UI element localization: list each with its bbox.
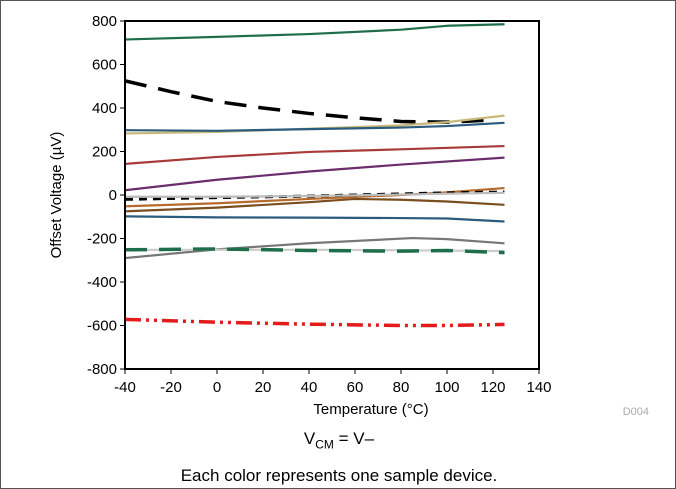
offset-voltage-chart: -40 -20 0 20 40 60 80 100 120 140-800-600-400-200… [48,13,649,418]
caption-vcm-subscript: CM [315,437,334,452]
series-line-10 [124,197,505,213]
y-tick-label: 600 [92,57,117,74]
x-tick-label: 0 [213,379,221,396]
y-tick-label: 200 [92,144,117,161]
x-axis-title: Temperature (°C) [313,401,428,418]
series-line-11 [124,215,505,223]
axis-ticks: -40 -20 0 20 40 60 80 100 120 140-800-600-400-200… [87,13,552,396]
x-tick-label: 20 [255,379,272,396]
x-tick-label: 40 [301,379,318,396]
y-axis-title: Offset Voltage (µV) [48,132,65,259]
y-tick-label: 0 [109,187,117,204]
y-tick-label: -600 [87,318,117,335]
figure-code: D004 [623,406,649,418]
series-line-12 [124,236,505,260]
y-tick-label: -800 [87,361,117,378]
series-line-3 [124,114,505,135]
x-tick-label: 80 [393,379,410,396]
y-tick-label: 800 [92,13,117,30]
plot-lines [124,23,505,328]
caption-vcm-main: V [303,429,316,448]
series-line-6 [124,156,505,192]
caption-vcm-rest: = V– [333,429,375,448]
series-line-5 [124,144,505,165]
y-tick-label: 400 [92,100,117,117]
x-tick-label: 140 [526,379,551,396]
series-line-7 [124,186,505,208]
series-line-2 [124,79,494,124]
caption-note: Each color represents one sample device. [180,466,498,485]
y-tick-label: -200 [87,231,117,248]
x-tick-label: 100 [434,379,459,396]
series-line-14 [124,247,505,255]
x-tick-label: -40 [114,379,136,396]
x-tick-label: 60 [347,379,364,396]
caption-vcm: VCM = V– [1,429,676,451]
series-line-1 [124,23,505,41]
series-line-9 [125,191,505,198]
x-tick-label: 120 [480,379,505,396]
series-line-4 [124,121,505,132]
y-tick-label: -400 [87,274,117,291]
series-line-15 [124,317,505,328]
x-tick-label: -20 [160,379,182,396]
